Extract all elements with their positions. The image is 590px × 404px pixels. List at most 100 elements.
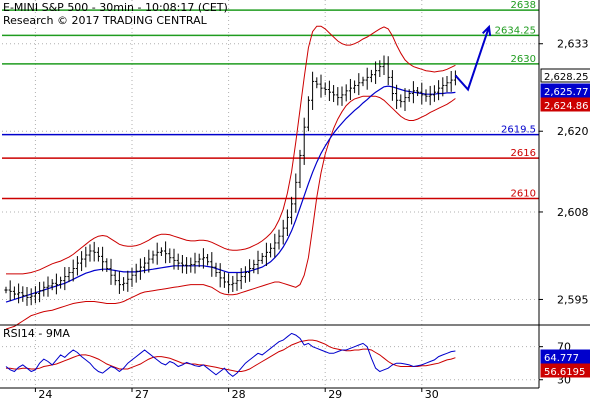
ohlc-bar [63, 267, 67, 291]
ohlc-bar [243, 266, 247, 283]
ohlc-bar [172, 248, 176, 270]
rsi-title: RSI14 - 9MA [3, 327, 70, 340]
ohlc-bar [256, 250, 260, 275]
ohlc-bar [8, 280, 12, 302]
ohlc-bar [147, 249, 151, 273]
level-label-2634.25: 2634.25 [495, 25, 536, 36]
ohlc-bar [126, 270, 130, 292]
ohlc-bar [420, 82, 424, 105]
ohlc-bar [143, 257, 147, 274]
ohlc-bar [164, 241, 168, 264]
ohlc-bar [101, 246, 105, 272]
ohlc-bar [75, 256, 79, 276]
ohlc-bar [105, 258, 109, 272]
level-label-2630: 2630 [511, 54, 536, 65]
ohlc-bar [42, 281, 46, 297]
ohlc-bar [281, 219, 285, 245]
last-value-box-lower-band [540, 97, 590, 112]
ohlc-bar [113, 270, 117, 286]
forecast-arrow [454, 26, 490, 92]
ohlc-bar [21, 286, 25, 302]
ohlc-bar [340, 86, 344, 106]
rsi-last-value-box-rsi-ma [540, 363, 590, 378]
price-bars [4, 55, 457, 306]
ohlc-bar [302, 117, 306, 165]
ohlc-bar [151, 250, 155, 264]
ohlc-bar [273, 233, 277, 258]
ohlc-bar [180, 254, 184, 274]
ohlc-bar [67, 266, 71, 283]
ohlc-bar [424, 89, 428, 102]
ohlc-bar [235, 272, 239, 291]
time-tick-label: 28 [232, 388, 246, 400]
time-tick-label: 27 [135, 388, 149, 400]
last-value-label-lower-band: 2,624.86 [544, 101, 589, 112]
ohlc-bar [348, 78, 352, 101]
ohlc-bar [264, 242, 268, 266]
ohlc-bar [38, 281, 42, 303]
ohlc-bar [306, 96, 310, 132]
ohlc-bar [109, 258, 113, 285]
ohlc-bar [88, 244, 92, 262]
ohlc-bar [12, 286, 16, 299]
ohlc-bar [239, 268, 243, 290]
ohlc-bar [176, 253, 180, 270]
ohlc-bar [71, 259, 75, 282]
ohlc-bar [441, 77, 445, 97]
ohlc-bar [84, 246, 88, 268]
ohlc-bar [96, 247, 100, 262]
ohlc-bar [33, 286, 37, 304]
rsi-ma-line [6, 339, 456, 372]
ohlc-bar [168, 248, 172, 264]
ohlc-bar [403, 88, 407, 112]
upper-bollinger-band [6, 25, 456, 275]
price-axis: 2,633 2,620 2,608 2,595 2,628.25 2,625.77 2,62… [0, 0, 590, 388]
ohlc-bar [138, 258, 142, 280]
ohlc-bar [285, 209, 289, 236]
time-axis: 24 27 28 29 30 [0, 387, 539, 401]
price-tick-label: 2,595 [557, 293, 589, 306]
ohlc-bar [260, 252, 264, 264]
ohlc-bar [399, 94, 403, 108]
ohlc-bar [311, 71, 315, 110]
ohlc-bar [369, 69, 373, 83]
rsi-last-value-box-rsi [540, 349, 590, 364]
last-value-label-ma: 2,625.77 [544, 87, 589, 98]
grid-layer [2, 0, 539, 388]
price-tick-label: 2,608 [557, 206, 589, 219]
ohlc-bar [319, 74, 323, 98]
ohlc-bar [294, 173, 298, 213]
level-label-2610: 2610 [511, 189, 536, 200]
last-value-label-price: 2,628.25 [544, 72, 589, 83]
price-tick-label: 2,620 [557, 125, 589, 138]
ohlc-bar [428, 85, 432, 106]
bands-layer [5, 25, 456, 330]
ohlc-bar [227, 273, 231, 294]
ohlc-bar [59, 276, 63, 289]
ohlc-bar [374, 61, 378, 84]
ohlc-bar [344, 84, 348, 102]
ohlc-bar [336, 87, 340, 106]
ohlc-bar [357, 73, 361, 96]
rsi-line [5, 332, 456, 378]
ohlc-bar [323, 82, 327, 96]
ohlc-bar [92, 241, 96, 262]
ohlc-bar [298, 149, 302, 188]
rsi-last-value-label-rsi: 64.777 [544, 353, 579, 364]
ohlc-bar [365, 67, 369, 90]
price-tick-label: 2,633 [557, 38, 589, 51]
ohlc-bar [353, 80, 357, 94]
ohlc-bar [327, 80, 331, 102]
forecast-arrow-head [481, 24, 492, 36]
ohlc-bar [269, 243, 273, 258]
ohlc-bar [206, 253, 210, 266]
ohlc-bar [222, 271, 226, 288]
ohlc-bar [54, 273, 58, 295]
lower-bollinger-band [5, 95, 456, 330]
ohlc-bar [201, 248, 205, 269]
ohlc-bar [432, 85, 436, 102]
chart-header-line1: E-MINI S&P 500 - 30min - 10:08:17 (CET) [3, 1, 228, 14]
ohlc-bar [445, 76, 449, 93]
